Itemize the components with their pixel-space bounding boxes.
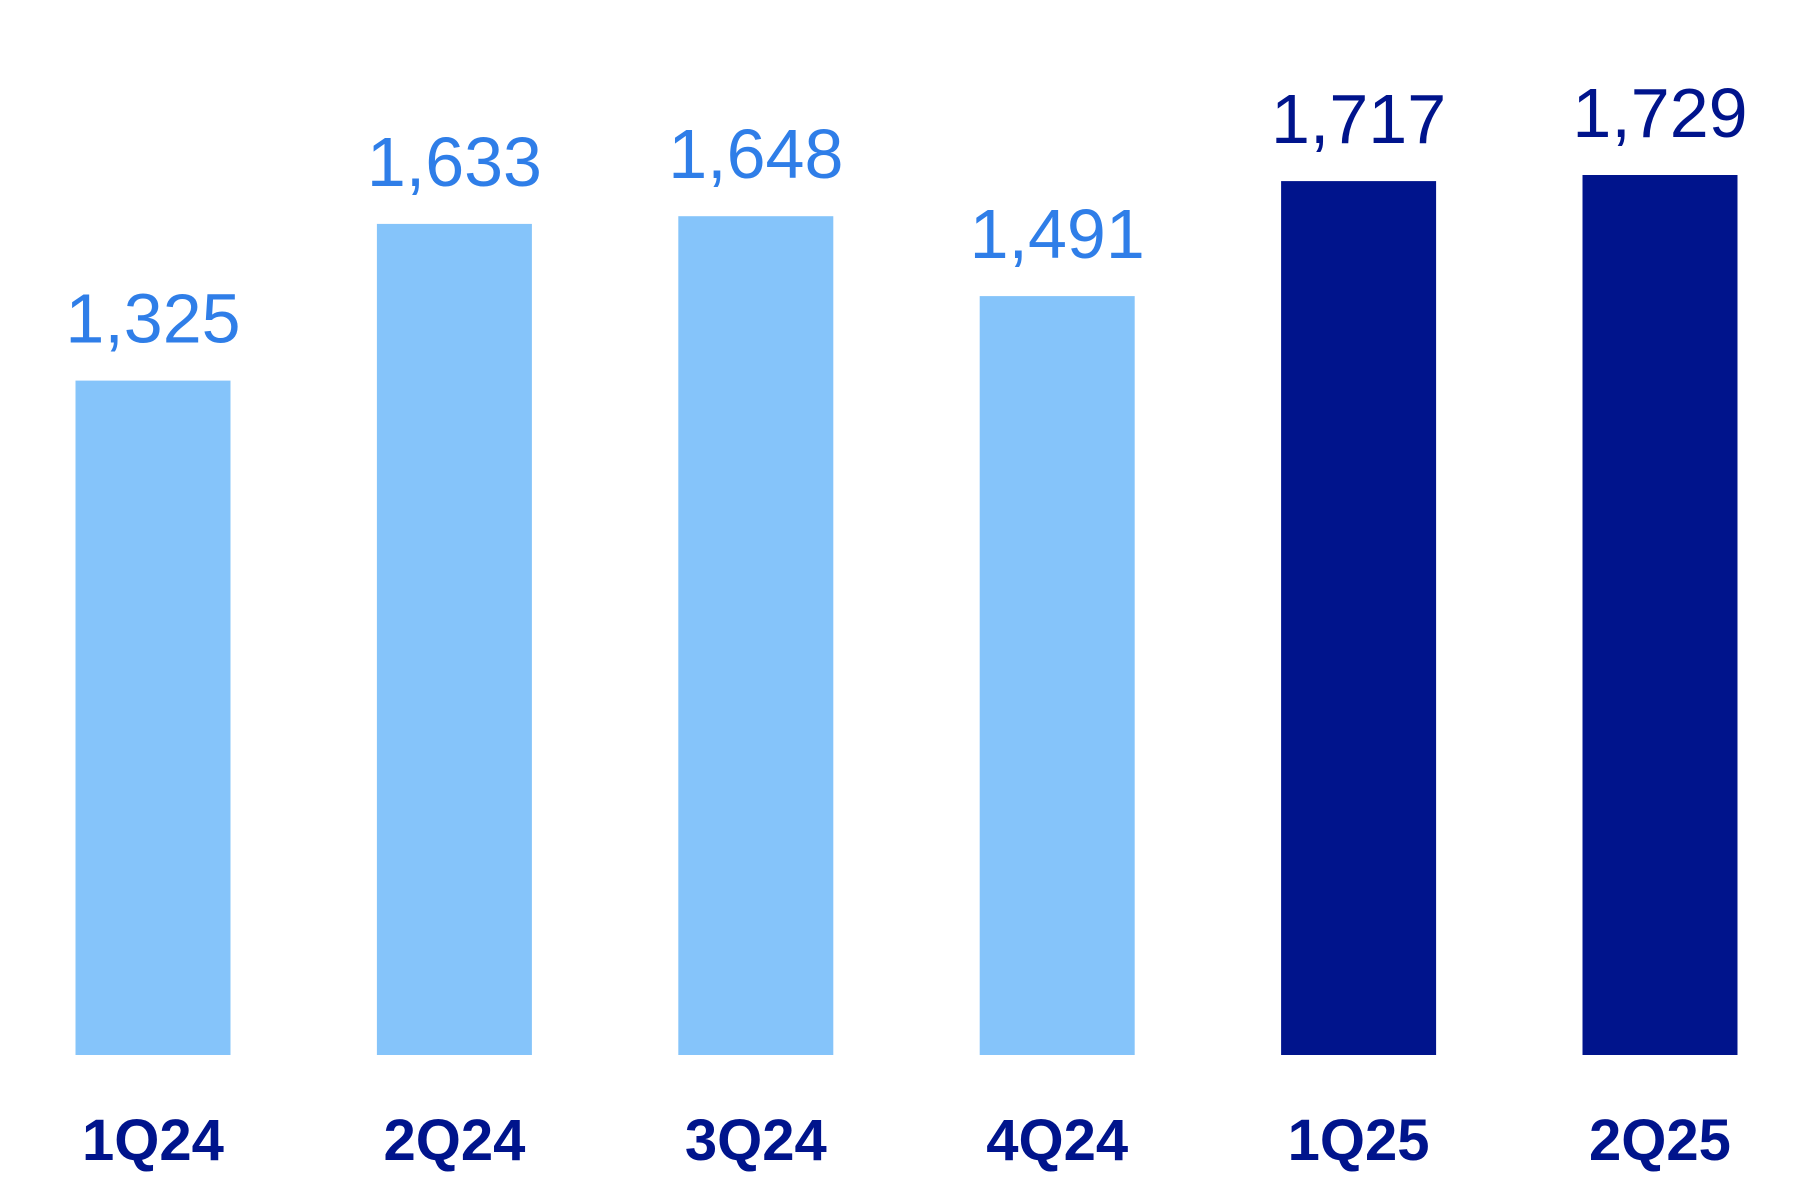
category-label-4q24: 4Q24	[986, 1108, 1128, 1173]
bar-4q24	[979, 296, 1135, 1056]
bar-2q25	[1582, 175, 1738, 1055]
value-label-2q24: 1,633	[367, 123, 542, 201]
category-label-1q25: 1Q25	[1288, 1108, 1430, 1173]
value-label-3q24: 1,648	[668, 115, 843, 193]
value-label-4q24: 1,491	[970, 195, 1145, 273]
category-label-2q24: 2Q24	[383, 1108, 525, 1173]
bar-2q24	[376, 223, 532, 1055]
bar-1q24	[75, 380, 231, 1056]
value-label-2q25: 1,729	[1572, 74, 1747, 152]
category-label-3q24: 3Q24	[685, 1108, 827, 1173]
bar-1q25	[1281, 181, 1437, 1056]
bar-3q24	[678, 216, 834, 1055]
value-label-1q24: 1,325	[65, 280, 240, 358]
value-label-1q25: 1,717	[1271, 80, 1446, 158]
category-label-2q25: 2Q25	[1589, 1108, 1731, 1173]
category-label-1q24: 1Q24	[82, 1108, 224, 1173]
